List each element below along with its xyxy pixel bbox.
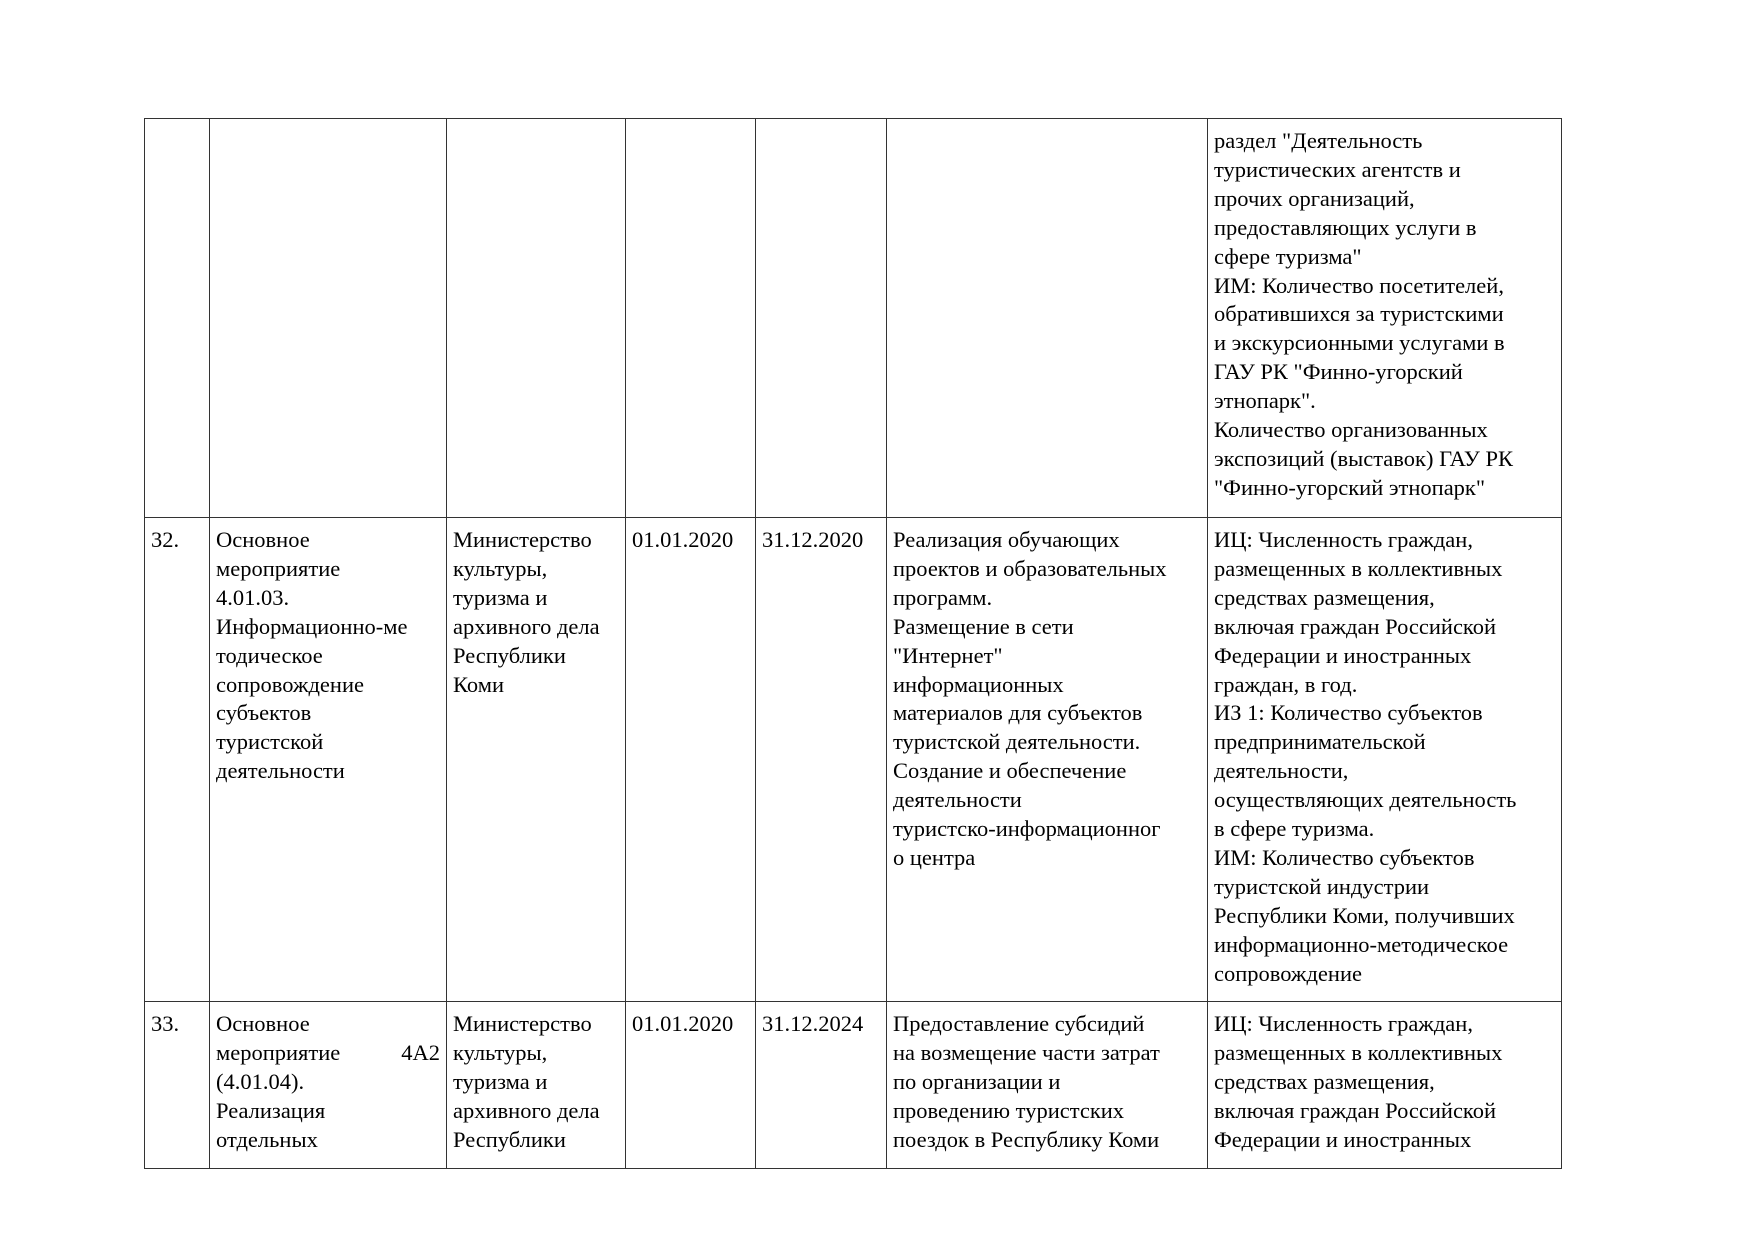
cell-start-date: 01.01.2020 xyxy=(626,1002,756,1168)
cell-indicators: ИЦ: Численность граждан, размещенных в к… xyxy=(1214,527,1517,986)
cell-end-date: 31.12.2020 xyxy=(756,518,887,1001)
cell-start-date xyxy=(626,119,756,517)
cell-executor: Министерство культуры, туризма и архивно… xyxy=(447,518,626,1001)
table-row: 33. Основное мероприятие 4А2 (4.01.04). … xyxy=(145,1002,1561,1168)
measure-name-line: Основное xyxy=(216,1011,310,1036)
cell-measure-name xyxy=(210,119,447,517)
cell-measure-name: Основное мероприятие 4А2 (4.01.04). Реал… xyxy=(210,1002,447,1168)
cell-executor xyxy=(447,119,626,517)
measure-name-line: мероприятие 4А2 xyxy=(216,1039,440,1068)
measure-code: 4А2 xyxy=(401,1039,440,1065)
cell-expected-result: Предоставление субсидий на возмещение ча… xyxy=(887,1002,1208,1168)
cell-end-date xyxy=(756,119,887,517)
cell-measure-name: Основное мероприятие 4.01.03. Информацио… xyxy=(210,518,447,1001)
cell-expected-result xyxy=(887,119,1208,517)
cell-indicators: ИЦ: Численность граждан, размещенных в к… xyxy=(1214,1011,1503,1152)
cell-number xyxy=(145,119,210,517)
cell-start-date: 01.01.2020 xyxy=(626,518,756,1001)
table-row: 32. Основное мероприятие 4.01.03. Информ… xyxy=(145,518,1561,1002)
table-row: раздел "Деятельность туристических агент… xyxy=(145,119,1561,518)
cell-number: 32. xyxy=(145,518,210,1001)
cell-expected-result: Реализация обучающих проектов и образова… xyxy=(887,518,1208,1001)
cell-number: 33. xyxy=(145,1002,210,1168)
cell-indicators: раздел "Деятельность туристических агент… xyxy=(1214,128,1513,500)
cell-executor: Министерство культуры, туризма и архивно… xyxy=(447,1002,626,1168)
measure-name-rest: (4.01.04). Реализация отдельных xyxy=(216,1068,326,1152)
cell-end-date: 31.12.2024 xyxy=(756,1002,887,1168)
measure-name-word: мероприятие xyxy=(216,1039,341,1065)
measures-table: раздел "Деятельность туристических агент… xyxy=(144,118,1562,1169)
